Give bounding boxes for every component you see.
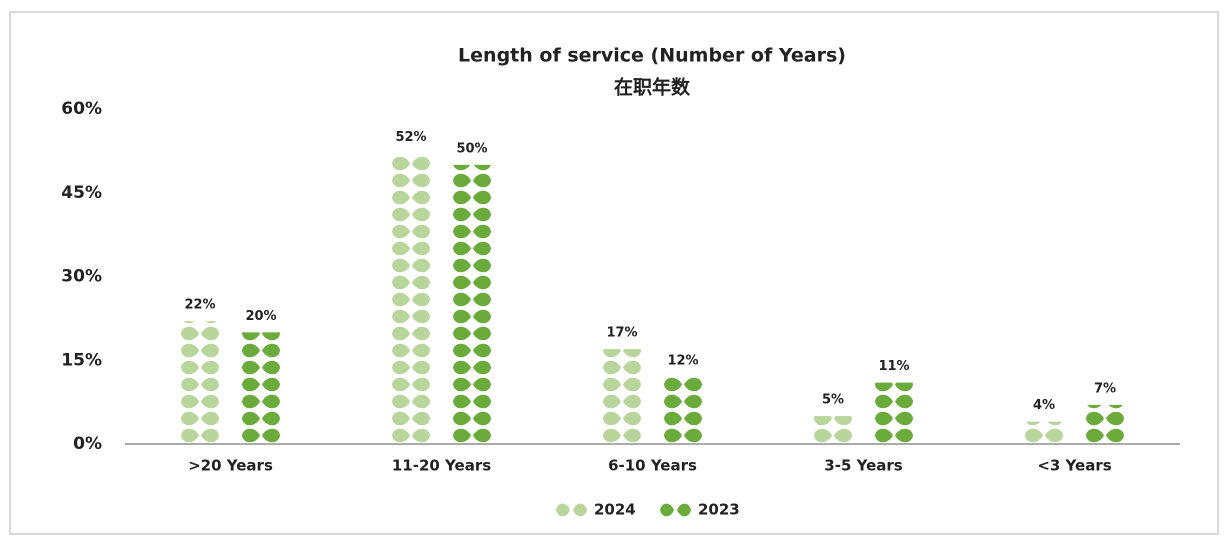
legend-icon <box>556 503 570 517</box>
value-label: 50% <box>456 141 487 156</box>
y-tick-label: 60% <box>61 99 102 119</box>
frame <box>9 11 1219 535</box>
chart-subtitle: 在职年数 <box>614 76 691 99</box>
value-label: 20% <box>245 309 276 324</box>
bar <box>602 349 642 444</box>
value-label: 11% <box>878 359 909 374</box>
bar <box>452 164 492 445</box>
x-tick-label: <3 Years <box>1037 457 1111 475</box>
legend-icon <box>677 503 691 517</box>
value-label: 52% <box>395 130 426 145</box>
legend-label: 2023 <box>698 501 740 519</box>
y-tick-label: 30% <box>61 267 102 287</box>
y-tick-label: 15% <box>61 350 102 370</box>
x-tick-label: >20 Years <box>188 457 273 475</box>
legend-icon <box>573 503 587 517</box>
value-label: 7% <box>1094 381 1116 396</box>
bar <box>241 332 281 444</box>
value-label: 4% <box>1033 398 1055 413</box>
bar <box>663 377 703 444</box>
bar <box>1024 421 1064 444</box>
x-tick-label: 3-5 Years <box>824 457 902 475</box>
bar <box>180 321 220 444</box>
bar <box>813 416 853 444</box>
value-label: 12% <box>667 354 698 369</box>
x-tick-label: 11-20 Years <box>392 457 491 475</box>
bar <box>391 153 431 444</box>
y-tick-label: 45% <box>61 183 102 203</box>
y-tick-label: 0% <box>73 434 102 454</box>
legend-label: 2024 <box>594 501 636 519</box>
value-label: 17% <box>606 326 637 341</box>
x-tick-label: 6-10 Years <box>608 457 697 475</box>
bar <box>1085 404 1125 444</box>
value-label: 5% <box>822 393 844 408</box>
bar <box>874 382 914 444</box>
legend-icon <box>660 503 674 517</box>
chart-title: Length of service (Number of Years) <box>458 45 846 67</box>
value-label: 22% <box>184 298 215 313</box>
